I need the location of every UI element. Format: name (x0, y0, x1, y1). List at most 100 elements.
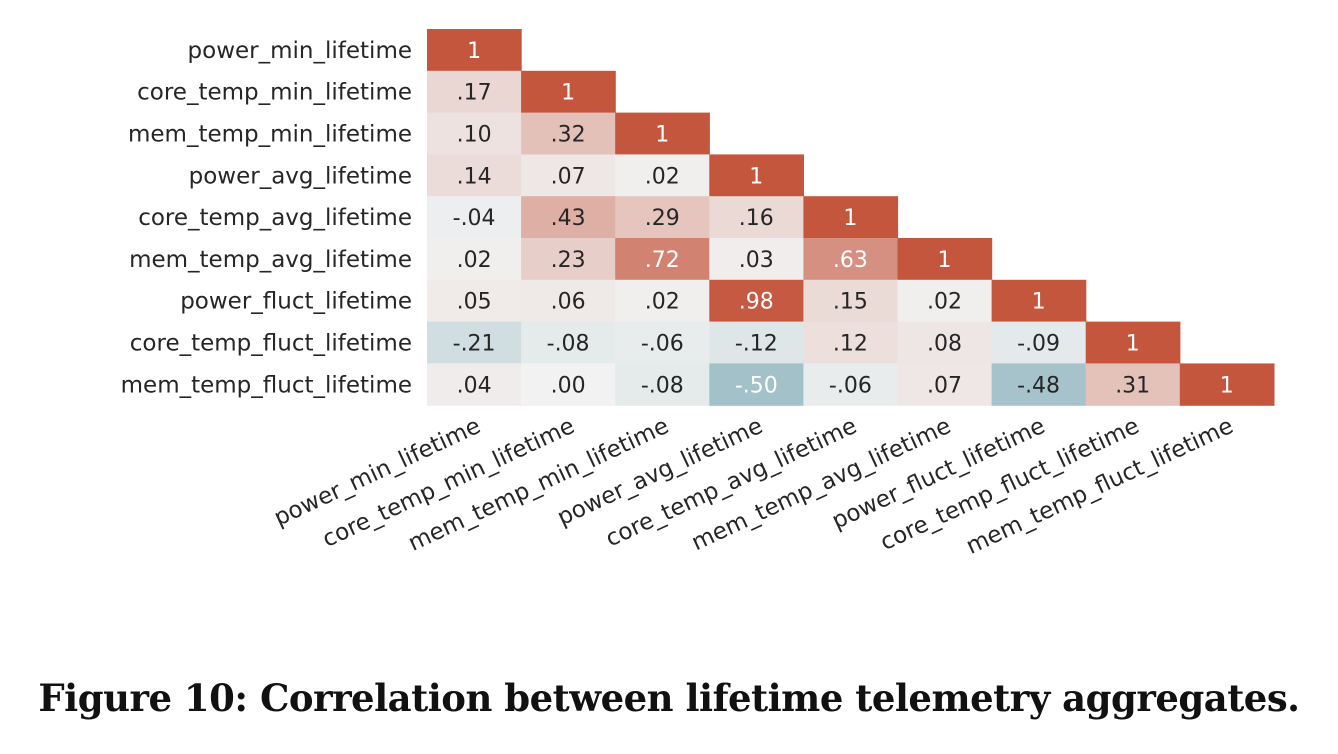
cell-value-label: .29 (645, 206, 680, 231)
cell-value-label: .98 (739, 290, 774, 315)
heatmap-cell (521, 321, 616, 364)
cell-value-label: .05 (457, 290, 492, 315)
y-tick-label: mem_temp_fluct_lifetime (121, 372, 412, 398)
heatmap-cell (427, 363, 522, 406)
correlation-heatmap: 1 .17 1 .10 .32 1 .14 .07 .02 1 -.04 .43 .29 .16 1 .02.… (121, 29, 1275, 560)
heatmap-cell (521, 70, 616, 114)
cell-value-label: .14 (457, 164, 492, 189)
cell-value-label: 1 (1220, 373, 1234, 398)
cell-value-label: .02 (645, 290, 680, 315)
heatmap-cell (709, 321, 804, 364)
heatmap-cell (709, 196, 804, 239)
heatmap-cell (427, 238, 522, 281)
cell-value-label: 1 (655, 123, 669, 148)
heatmap-cell (803, 238, 899, 281)
cell-value-label: -.06 (641, 332, 684, 357)
cell-value-label: -.48 (1017, 373, 1060, 398)
heatmap-cells: 1 .17 1 .10 .32 1 .14 .07 .02 1 -.04 .43 .29 .16 1 .02.… (427, 29, 1275, 406)
heatmap-cell (803, 196, 899, 239)
cell-value-label: 1 (749, 164, 763, 189)
heatmap-cell (1085, 321, 1181, 364)
figure-caption: Figure 10: Correlation between lifetime … (38, 676, 1300, 720)
y-tick-label: core_temp_fluct_lifetime (130, 331, 412, 357)
cell-value-label: .15 (833, 290, 868, 315)
y-tick-label: mem_temp_min_lifetime (128, 122, 412, 148)
cell-value-label: -.08 (547, 332, 590, 357)
heatmap-cell (521, 154, 616, 197)
cell-value-label: .23 (551, 248, 586, 273)
heatmap-cell (709, 154, 804, 197)
cell-value-label: .32 (551, 123, 586, 148)
cell-value-label: .08 (927, 332, 962, 357)
heatmap-cell (521, 238, 616, 281)
heatmap-cell (991, 321, 1087, 364)
cell-value-label: .16 (739, 206, 774, 231)
heatmap-cell (521, 196, 616, 239)
cell-value-label: -.21 (453, 332, 496, 357)
cell-value-label: .02 (457, 248, 492, 273)
y-axis-labels: power_min_lifetime core_temp_min_lifetime… (121, 38, 412, 398)
cell-value-label: .31 (1115, 373, 1150, 398)
heatmap-cell (803, 363, 899, 406)
heatmap-cell (427, 112, 522, 155)
heatmap-cell (427, 279, 522, 323)
cell-value-label: .06 (551, 290, 586, 315)
heatmap-cell (615, 196, 710, 239)
cell-value-label: .17 (457, 81, 492, 106)
cell-value-label: .10 (457, 123, 492, 148)
heatmap-cell (615, 238, 710, 281)
cell-value-label: 1 (938, 248, 952, 273)
heatmap-cell (615, 112, 710, 155)
cell-value-label: -.12 (735, 332, 778, 357)
heatmap-cell (615, 279, 710, 323)
heatmap-cell (521, 363, 616, 406)
cell-value-label: .04 (457, 373, 492, 398)
heatmap-cell (803, 321, 899, 364)
cell-value-label: 1 (843, 206, 857, 231)
cell-value-label: .02 (927, 290, 962, 315)
cell-value-label: .00 (551, 373, 586, 398)
cell-value-label: -.08 (641, 373, 684, 398)
heatmap-cell (897, 279, 993, 323)
heatmap-cell (427, 29, 522, 72)
cell-value-label: .43 (551, 206, 586, 231)
cell-value-label: .07 (927, 373, 962, 398)
heatmap-cell (991, 363, 1087, 406)
heatmap-cell (897, 363, 993, 406)
heatmap-cell (709, 363, 804, 406)
y-tick-label: core_temp_min_lifetime (137, 80, 412, 106)
heatmap-cell (427, 321, 522, 364)
cell-value-label: -.09 (1017, 332, 1060, 357)
y-tick-label: power_fluct_lifetime (180, 289, 412, 315)
cell-value-label: .12 (833, 332, 868, 357)
heatmap-cell (991, 279, 1087, 323)
cell-value-label: .02 (645, 164, 680, 189)
heatmap-cell (427, 196, 522, 239)
heatmap-cell (427, 70, 522, 114)
y-tick-label: core_temp_avg_lifetime (138, 205, 412, 231)
cell-value-label: 1 (467, 39, 481, 64)
heatmap-cell (1085, 363, 1181, 406)
cell-value-label: 1 (1032, 290, 1046, 315)
cell-value-label: .03 (739, 248, 774, 273)
heatmap-cell (709, 279, 804, 323)
y-tick-label: mem_temp_avg_lifetime (129, 247, 412, 273)
heatmap-cell (615, 363, 710, 406)
heatmap-cell (427, 154, 522, 197)
cell-value-label: .72 (645, 248, 680, 273)
cell-value-label: 1 (1126, 332, 1140, 357)
heatmap-cell (615, 154, 710, 197)
heatmap-cell (803, 279, 899, 323)
cell-value-label: -.50 (735, 373, 778, 398)
heatmap-cell (709, 238, 804, 281)
cell-value-label: 1 (561, 81, 575, 106)
cell-value-label: -.06 (829, 373, 872, 398)
cell-value-label: .07 (551, 164, 586, 189)
cell-value-label: .63 (833, 248, 868, 273)
heatmap-cell (1179, 363, 1275, 406)
y-tick-label: power_min_lifetime (188, 38, 412, 64)
heatmap-cell (897, 321, 993, 364)
heatmap-cell (521, 279, 616, 323)
y-tick-label: power_avg_lifetime (189, 163, 412, 189)
heatmap-cell (521, 112, 616, 155)
